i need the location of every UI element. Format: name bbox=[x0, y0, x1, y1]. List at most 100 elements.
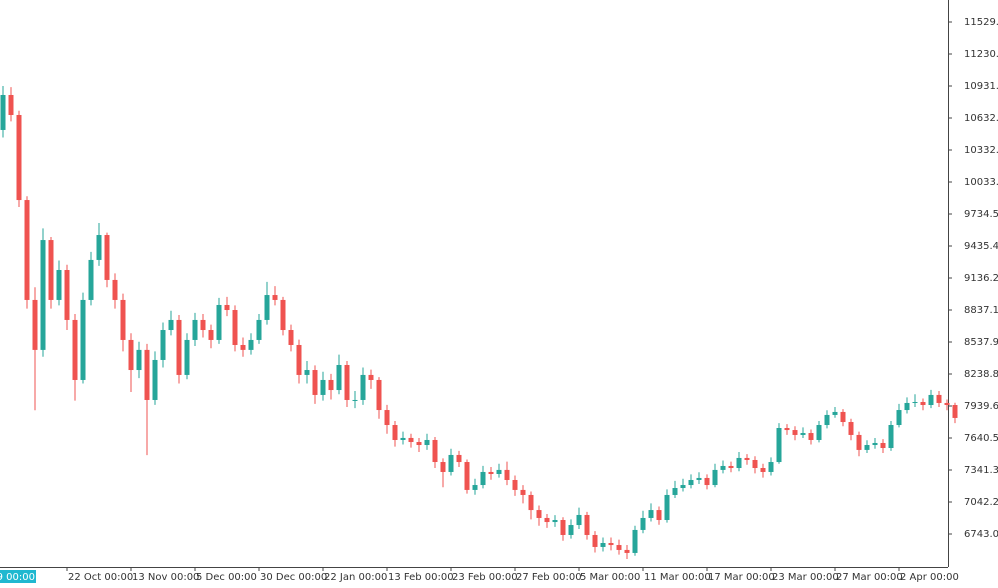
candle-body bbox=[504, 469, 510, 480]
candle-body bbox=[240, 344, 246, 350]
x-tick-label: 22 Jan 00:00 bbox=[324, 572, 387, 583]
candle-body bbox=[280, 299, 286, 331]
candle-body bbox=[248, 339, 254, 350]
candle-body bbox=[680, 485, 686, 489]
candle-body bbox=[472, 485, 478, 490]
candle-body bbox=[216, 304, 222, 340]
candle-body bbox=[176, 319, 182, 375]
candle-body bbox=[0, 94, 6, 130]
candle-body bbox=[224, 304, 230, 311]
candle-body bbox=[96, 235, 102, 260]
candle-body bbox=[424, 439, 430, 446]
candle-body bbox=[384, 410, 390, 426]
y-tick-label: 11529.4 bbox=[964, 17, 998, 28]
candle-body bbox=[128, 339, 134, 371]
candle-body bbox=[208, 330, 214, 340]
candle-body bbox=[880, 442, 886, 449]
candle-body bbox=[688, 479, 694, 486]
candle-body bbox=[928, 394, 934, 406]
candle-body bbox=[832, 411, 838, 415]
y-tick-label: 9435.40 bbox=[964, 241, 998, 252]
candle-body bbox=[408, 437, 414, 443]
candle-body bbox=[8, 94, 14, 115]
candle-body bbox=[456, 454, 462, 463]
candle-body bbox=[864, 445, 870, 450]
y-tick-label: 9734.55 bbox=[964, 209, 998, 220]
candle-body bbox=[448, 454, 454, 472]
y-tick-label: 8238.80 bbox=[964, 369, 998, 380]
candle-body bbox=[640, 517, 646, 530]
candle-body bbox=[264, 295, 270, 320]
candle-body bbox=[816, 425, 822, 440]
candle-body bbox=[536, 510, 542, 518]
candle-body bbox=[920, 402, 926, 406]
candle-body bbox=[848, 422, 854, 435]
candle-body bbox=[480, 471, 486, 486]
candle-body bbox=[416, 442, 422, 446]
candle-body bbox=[664, 494, 670, 521]
y-tick-label: 9136.25 bbox=[964, 273, 998, 284]
candle-body bbox=[856, 434, 862, 450]
candle-body bbox=[808, 433, 814, 440]
candle-body bbox=[672, 488, 678, 495]
y-tick-label: 10632.0 bbox=[964, 113, 998, 124]
candle-body bbox=[776, 428, 782, 463]
x-tick-label: 27 Mar 00:00 bbox=[836, 572, 903, 583]
candle-body bbox=[328, 379, 334, 391]
candle-body bbox=[712, 469, 718, 486]
y-tick-label: 6743.05 bbox=[964, 529, 998, 540]
candle-body bbox=[344, 364, 350, 400]
candle-body bbox=[648, 510, 654, 518]
candle-body bbox=[16, 114, 22, 201]
y-tick-label: 7640.50 bbox=[964, 433, 998, 444]
candle-body bbox=[352, 399, 358, 401]
candle-body bbox=[496, 469, 502, 475]
candle-body bbox=[608, 543, 614, 546]
y-tick-label: 10332.8 bbox=[964, 145, 998, 156]
candle-body bbox=[120, 299, 126, 340]
candle-body bbox=[840, 411, 846, 423]
candle-body bbox=[728, 465, 734, 469]
time-cursor-box bbox=[0, 570, 36, 583]
candle-body bbox=[312, 370, 318, 395]
candle-body bbox=[168, 319, 174, 331]
candle-body bbox=[48, 240, 54, 300]
candle-body bbox=[800, 433, 806, 435]
x-tick-label: 22 Oct 00:00 bbox=[68, 572, 133, 583]
candle-body bbox=[40, 240, 46, 350]
candle-body bbox=[296, 344, 302, 375]
x-tick-label: 23 Mar 00:00 bbox=[772, 572, 839, 583]
x-tick-label: 30 Dec 00:00 bbox=[260, 572, 327, 583]
candle-body bbox=[600, 543, 606, 547]
candle-body bbox=[24, 200, 30, 300]
candle-body bbox=[32, 299, 38, 350]
candle-body bbox=[464, 462, 470, 490]
candle-body bbox=[520, 489, 526, 495]
y-tick-label: 11230.3 bbox=[964, 49, 998, 60]
candle-body bbox=[872, 442, 878, 446]
candle-body bbox=[824, 414, 830, 426]
candle-body bbox=[616, 545, 622, 550]
candle-body bbox=[112, 279, 118, 300]
candle-body bbox=[704, 477, 710, 486]
candle-body bbox=[400, 437, 406, 440]
candle-body bbox=[304, 370, 310, 375]
candle-body bbox=[656, 510, 662, 521]
x-tick-label: 2 Apr 00:00 bbox=[900, 572, 959, 583]
candle-body bbox=[888, 425, 894, 449]
candle-body bbox=[528, 494, 534, 511]
candle-body bbox=[136, 349, 142, 371]
candle-body bbox=[152, 359, 158, 400]
y-tick-label: 10931.1 bbox=[964, 81, 998, 92]
candle-body bbox=[744, 457, 750, 460]
candle-body bbox=[88, 259, 94, 300]
y-tick-label: 10033.7 bbox=[964, 177, 998, 188]
candle-body bbox=[720, 465, 726, 470]
candle-body bbox=[904, 402, 910, 411]
candle-body bbox=[944, 402, 950, 406]
y-tick-label: 7939.65 bbox=[964, 401, 998, 412]
candle-body bbox=[272, 295, 278, 300]
candle-body bbox=[288, 330, 294, 345]
candle-body bbox=[752, 459, 758, 469]
candle-body bbox=[512, 479, 518, 490]
